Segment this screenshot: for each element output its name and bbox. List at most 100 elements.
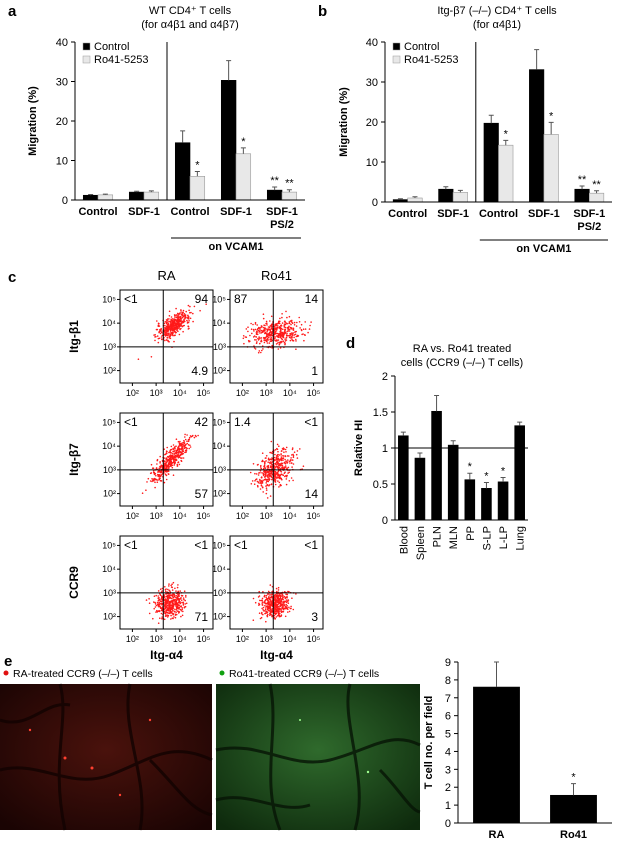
event-dot [278,464,280,467]
event-dot [267,609,270,612]
event-dot [173,460,175,462]
event-dot [179,451,182,453]
event-dot [180,597,182,599]
event-dot [256,333,259,336]
event-dot [252,323,254,326]
error-bar [503,139,509,146]
event-dot [307,331,309,334]
y-tick-label: 1.5 [373,407,388,419]
event-dot [166,609,169,611]
event-dot [254,339,256,341]
event-dot [282,596,284,599]
event-dot [265,482,268,484]
event-dot [282,340,285,343]
legend-label: Control [404,41,439,53]
event-dot [289,332,292,335]
y-tick-label: 8 [445,675,451,687]
event-dot [266,342,269,344]
quadrant-value: 4.9 [191,364,208,378]
event-dot [279,474,282,477]
event-dot [276,335,278,337]
y-tick-label: 10³ [103,342,116,352]
event-dot [192,320,194,323]
event-dot [179,440,181,443]
event-dot [273,456,276,459]
event-dot [180,319,182,322]
event-dot [275,598,277,601]
event-dot [266,471,268,474]
event-dot [284,462,287,465]
event-dot [156,601,159,604]
event-dot [293,334,296,336]
error-bar [397,198,403,200]
y-axis-label: Migration (%) [338,87,350,157]
event-dot [263,478,266,481]
error-bar [517,421,523,426]
bar [97,194,114,201]
event-dot [283,596,286,598]
event-dot [288,610,291,613]
event-dot [167,607,169,609]
event-dot [281,313,283,315]
event-dot [192,312,194,315]
event-dot [264,604,266,607]
event-dot [253,330,255,332]
event-dot [265,620,267,623]
event-dot [275,587,278,590]
event-dot [181,446,183,449]
event-dot [265,340,268,343]
event-dot [300,323,303,326]
event-dot [155,594,157,597]
event-dot [190,311,192,314]
event-dot [171,323,173,325]
event-dot [260,464,262,467]
event-dot [264,473,267,476]
event-dot [185,596,187,598]
event-dot [166,616,169,618]
y-tick-label: 10² [103,612,116,622]
event-dot [178,610,180,613]
event-dot [284,343,286,346]
event-dot [276,610,279,612]
event-dot [288,606,290,609]
significance-label: * [195,160,200,172]
quadrant-value: 57 [195,487,209,501]
event-dot [283,467,285,470]
event-dot [175,319,178,322]
event-dot [282,334,285,337]
event-dot [271,332,274,335]
event-dot [172,604,174,606]
event-dot [267,613,269,616]
event-dot [283,461,286,464]
error-bar [500,477,506,482]
event-dot [281,331,283,334]
event-dot [252,463,255,465]
quadrant-value: 1.4 [234,415,251,429]
event-dot [287,466,290,469]
event-dot [175,590,177,592]
panel-label: a [8,3,17,20]
event-dot [181,313,184,315]
event-dot [271,464,273,466]
event-dot [156,458,159,461]
event-dot [264,461,266,463]
event-dot [155,611,157,613]
event-dot [161,617,163,620]
event-dot [173,464,176,466]
event-dot [265,594,268,597]
event-dot [274,613,277,616]
bar [235,153,252,201]
event-dot [178,313,180,316]
event-dot [149,480,152,482]
event-dot [159,480,162,482]
event-dot [168,603,171,606]
event-dot [271,615,273,618]
event-dot [270,610,273,612]
x-tick-label: 10² [236,388,249,398]
event-dot [172,600,174,602]
event-dot [158,331,160,333]
x-tick-label: 10⁴ [173,388,187,398]
event-dot [259,337,261,339]
event-dot [151,478,153,480]
y-tick-label: 10² [103,366,116,376]
